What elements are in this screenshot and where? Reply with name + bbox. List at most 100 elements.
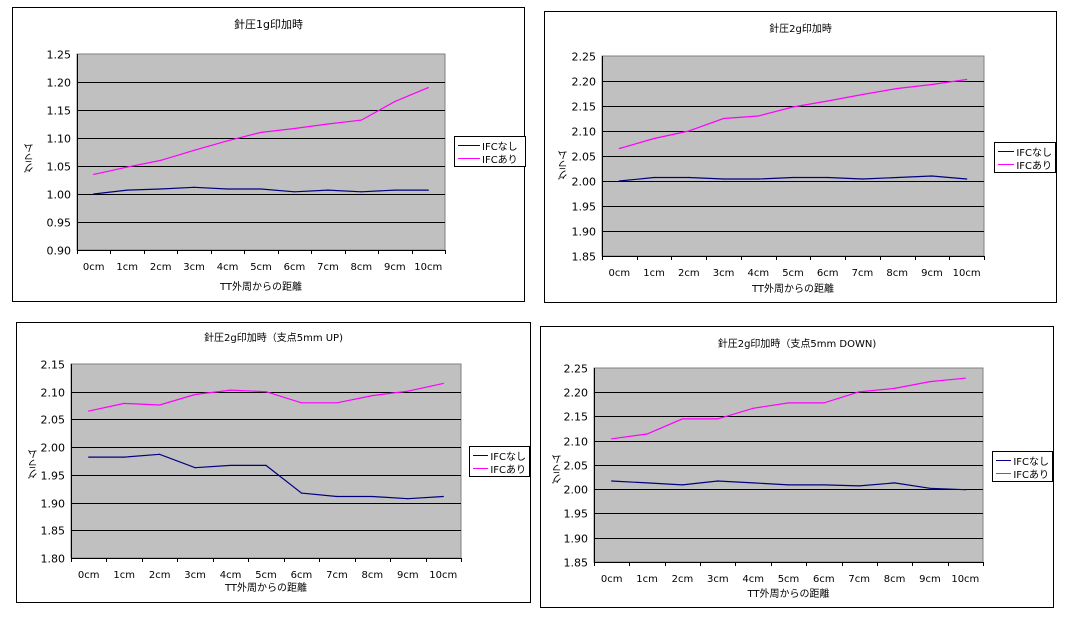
y-tick-label: 1.00: [47, 189, 72, 202]
data-point: [260, 188, 262, 190]
chart-title: 針圧2g印加時（支点5mm UP): [204, 333, 343, 344]
data-point: [194, 467, 196, 469]
y-tick-label: 2.00: [41, 442, 66, 455]
x-tick-label: 8cm: [884, 574, 906, 585]
x-tick-label: 9cm: [919, 574, 941, 585]
data-point: [646, 433, 648, 435]
data-point: [858, 391, 860, 393]
data-point: [123, 402, 125, 404]
chart-needle-1g: 針圧1g印加時 0.90 0.95 1.00 1.05 1.10 1.15 1.20 1.25…: [12, 7, 526, 302]
x-tick-label: 0cm: [78, 570, 100, 581]
data-point: [681, 418, 684, 420]
y-tick-label: 2.05: [564, 460, 589, 473]
y-tick-label: 1.15: [47, 105, 72, 118]
x-tick-label: 3cm: [184, 570, 206, 581]
data-point: [827, 100, 829, 102]
x-axis-label: TT外周からの距離: [751, 284, 835, 295]
data-point: [646, 482, 648, 484]
y-tick-label: 1.95: [564, 508, 589, 521]
legend: IFCなし IFCあり: [994, 142, 1056, 173]
data-point: [931, 175, 933, 177]
x-tick-label: 0cm: [609, 268, 631, 279]
data-point: [407, 390, 409, 392]
x-tick-label: 4cm: [220, 570, 242, 581]
data-point: [126, 166, 128, 168]
legend: IFCなし IFCあり: [992, 451, 1053, 482]
x-tick-label: 6cm: [291, 570, 313, 581]
data-point: [681, 484, 684, 486]
legend-swatch-without: [458, 145, 480, 146]
x-tick-label: 10cm: [414, 262, 442, 273]
data-point: [300, 492, 303, 494]
legend-item: IFCなし: [996, 454, 1049, 468]
chart-needle-2g: 針圧2g印加時 1.85 1.90 1.95 2.00 2.05 2.10 2.15 2.20…: [544, 11, 1057, 303]
data-point: [966, 78, 968, 81]
data-point: [823, 402, 825, 404]
data-point: [371, 495, 373, 498]
y-axis-label: グラム: [29, 449, 40, 479]
data-point: [327, 189, 329, 191]
data-point: [442, 495, 444, 498]
y-tick-label: 1.05: [47, 161, 72, 174]
x-tick-label: 7cm: [326, 570, 348, 581]
legend-label: IFCあり: [482, 155, 518, 166]
y-tick-label: 2.10: [572, 126, 597, 139]
legend-item: IFCなし: [998, 145, 1052, 159]
legend-label: IFCなし: [1016, 148, 1052, 159]
data-point: [893, 387, 896, 389]
data-point: [336, 402, 338, 404]
x-axis-label: TT外周からの距離: [224, 583, 308, 594]
x-tick-label: 5cm: [782, 268, 804, 279]
chart-plot: 1.85 1.90 1.95 2.00 2.05 2.10 2.15 2.20 2.25 0cm 1…: [572, 51, 985, 279]
y-tick-label: 1.95: [41, 470, 66, 483]
data-point: [394, 189, 396, 191]
chart-plot: 1.85 1.90 1.95 2.00 2.05 2.10 2.15 2.20 2.25 0cm 1…: [564, 363, 984, 585]
x-tick-label: 8cm: [362, 570, 384, 581]
data-point: [752, 407, 754, 409]
data-point: [964, 377, 966, 379]
chart-plot: 1.80 1.85 1.90 1.95 2.00 2.05 2.10 2.15 0cm 1cm 2c…: [41, 359, 462, 581]
x-tick-label: 1cm: [116, 262, 138, 273]
y-tick-label: 1.90: [572, 226, 597, 239]
x-tick-label: 3cm: [183, 262, 205, 273]
legend: IFCなし IFCあり: [469, 446, 530, 477]
x-tick-label: 4cm: [217, 262, 239, 273]
data-point: [618, 147, 620, 150]
legend: IFCなし IFCあり: [454, 136, 526, 167]
data-point: [427, 189, 429, 191]
legend-item: IFCなし: [473, 449, 526, 463]
data-point: [717, 480, 719, 482]
y-tick-label: 2.25: [572, 51, 597, 64]
x-tick-label: 9cm: [384, 262, 406, 273]
x-tick-label: 1cm: [643, 268, 665, 279]
data-point: [371, 394, 373, 397]
legend-label: IFCあり: [490, 465, 526, 476]
data-point: [193, 186, 195, 188]
data-point: [88, 456, 90, 458]
legend-swatch-with: [996, 473, 1012, 474]
y-tick-label: 2.20: [572, 76, 597, 89]
x-tick-label: 7cm: [852, 268, 874, 279]
data-point: [893, 482, 896, 484]
data-point: [260, 131, 262, 133]
data-point: [757, 115, 759, 117]
y-tick-label: 1.85: [41, 525, 66, 538]
x-tick-label: 7cm: [848, 574, 870, 585]
x-tick-label: 0cm: [83, 262, 105, 273]
y-tick-label: 2.05: [572, 151, 597, 164]
data-point: [688, 130, 690, 132]
x-tick-label: 9cm: [397, 570, 419, 581]
data-point: [160, 159, 162, 161]
data-point: [896, 176, 898, 179]
y-axis-label: グラム: [559, 150, 570, 180]
legend-label: IFCあり: [1016, 161, 1052, 172]
data-point: [88, 410, 90, 412]
data-point: [858, 485, 860, 487]
y-tick-label: 1.25: [47, 49, 72, 62]
x-tick-label: 10cm: [953, 268, 981, 279]
x-tick-label: 0cm: [601, 574, 623, 585]
data-point: [360, 191, 362, 193]
legend-swatch-without: [998, 151, 1015, 152]
data-point: [653, 137, 655, 140]
y-tick-label: 2.15: [572, 101, 597, 114]
